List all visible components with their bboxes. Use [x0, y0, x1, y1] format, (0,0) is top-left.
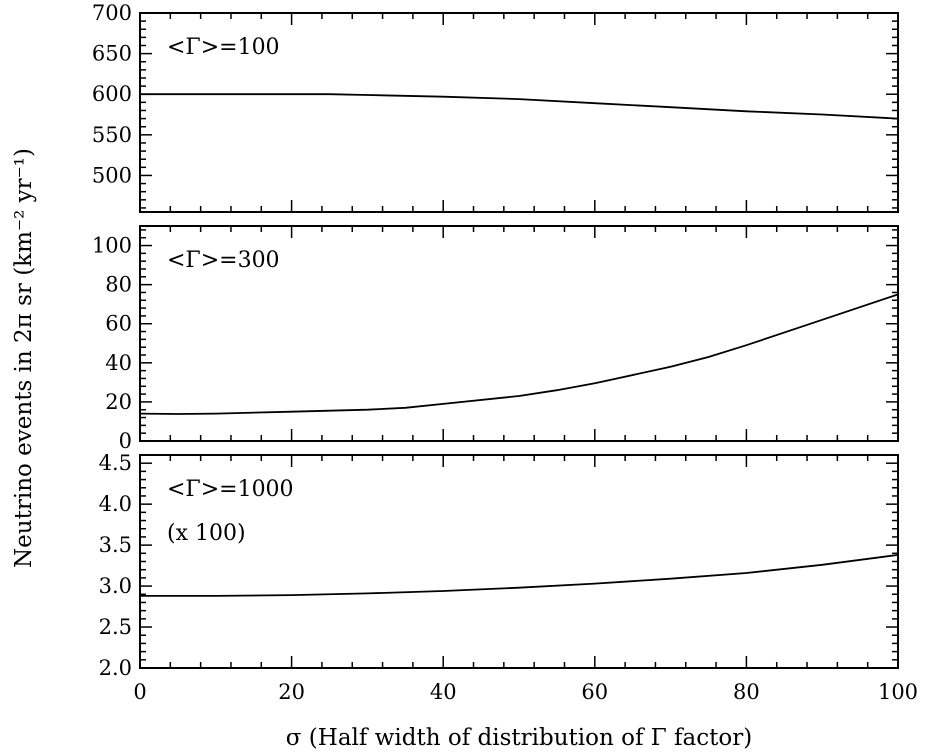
y-tick-label: 550	[92, 123, 132, 147]
y-tick-label: 3.0	[99, 574, 132, 598]
x-tick-labels: 0 20 40 60 80 100	[133, 680, 918, 704]
y-tick-label: 80	[105, 273, 132, 297]
panel-note: (x 100)	[167, 521, 246, 546]
x-tick-label: 100	[878, 680, 918, 704]
panel-3: 2.0 2.5 3.0 3.5 4.0 4.5 <Γ>=1000 (x 100)	[99, 451, 899, 680]
y-tick-label: 500	[92, 163, 132, 187]
panel-label: <Γ>=300	[167, 248, 280, 273]
y-tick-label: 2.0	[99, 656, 132, 680]
y-tick-label: 3.5	[99, 533, 132, 557]
panel-frame	[139, 12, 899, 213]
y-tick-label: 2.5	[99, 615, 132, 639]
chart-panels: 500550600650700<Γ>=100020406080100<Γ>=30…	[92, 1, 918, 704]
x-tick-label: 60	[581, 680, 608, 704]
y-tick-label: 600	[92, 82, 132, 106]
x-tick-label: 80	[733, 680, 760, 704]
y-tick-label: 4.5	[99, 451, 132, 475]
x-tick-label: 0	[133, 680, 146, 704]
panel-label: <Γ>=1000	[167, 477, 294, 502]
series-line	[140, 554, 899, 597]
panel-label: <Γ>=100	[167, 35, 280, 60]
y-tick-label: 0	[119, 429, 132, 453]
y-tick-label: 650	[92, 42, 132, 66]
y-tick-label: 60	[105, 312, 132, 336]
y-tick-label: 20	[105, 390, 132, 414]
y-tick-label: 700	[92, 1, 132, 25]
panel-2: 0 20 40 60 80 100 <Γ>=300	[92, 225, 899, 453]
panel-frame	[139, 225, 899, 442]
series-line	[139, 293, 899, 415]
x-axis-title: σ (Half width of distribution of Γ facto…	[286, 725, 752, 751]
series-line	[140, 93, 899, 120]
y-tick-label: 4.0	[99, 492, 132, 516]
panel-1: 500 550 600 650 700 <Γ>=100	[92, 1, 899, 213]
y-tick-label: 100	[92, 234, 132, 258]
y-tick-label: 40	[105, 351, 132, 375]
x-tick-label: 40	[430, 680, 457, 704]
y-axis-title: Neutrino events in 2π sr (km⁻² yr⁻¹)	[11, 148, 37, 568]
x-tick-label: 20	[278, 680, 305, 704]
